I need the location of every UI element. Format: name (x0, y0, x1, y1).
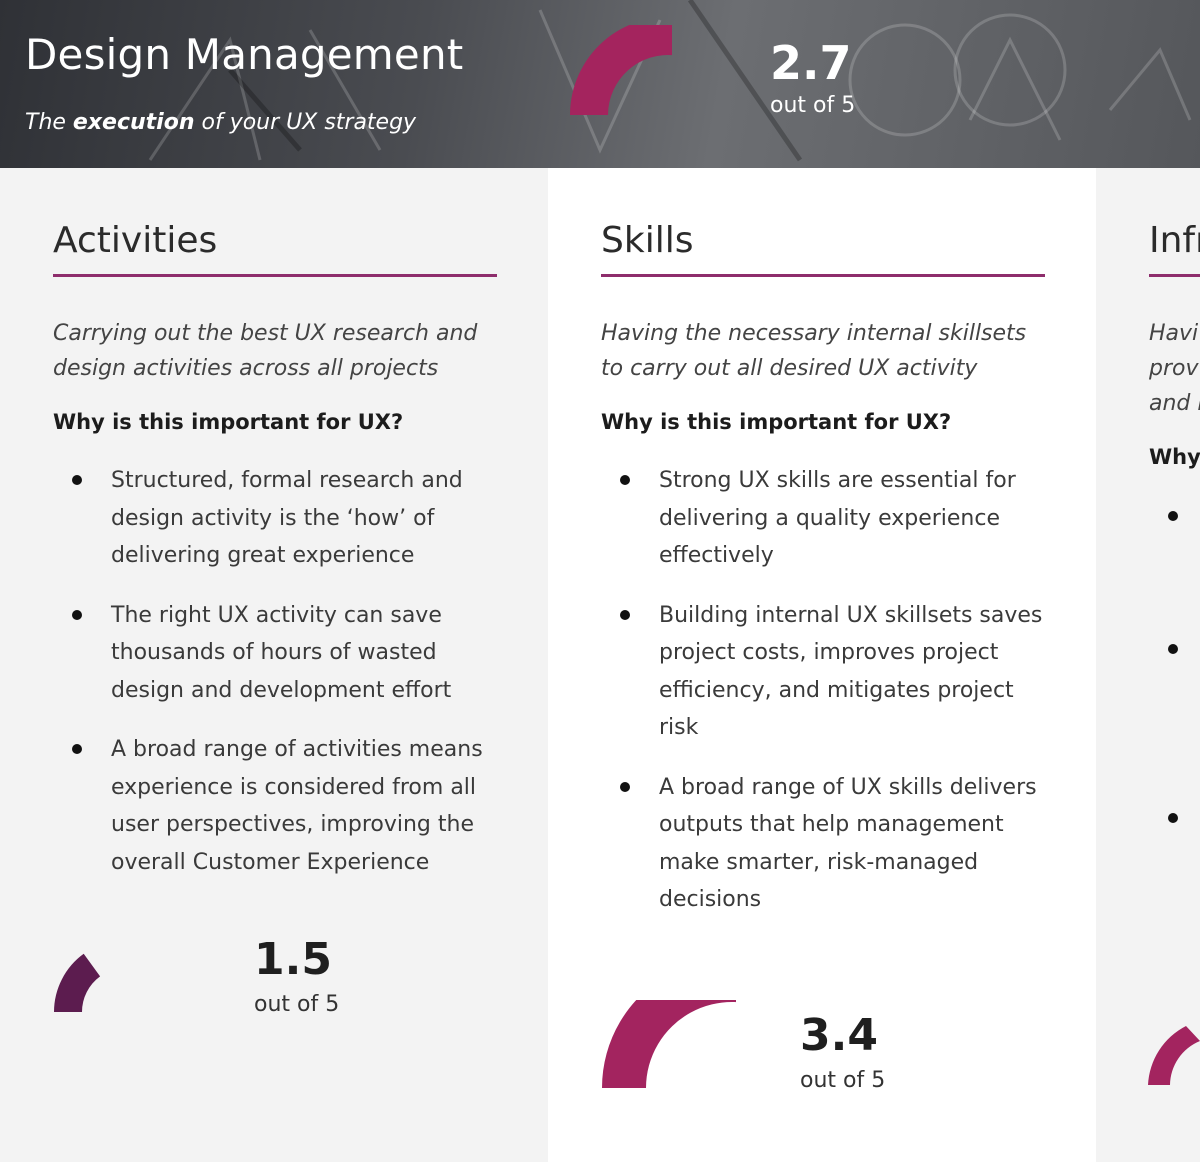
third-column-score-gauge-arc (1148, 1026, 1200, 1085)
list-item: Structured, formal research and design a… (53, 462, 498, 575)
list-item: A broad range of UX skills delivers outp… (601, 769, 1046, 919)
list-item: A broad range of activities means experi… (53, 731, 498, 881)
activities-description: Carrying out the best UX research and de… (53, 321, 478, 381)
page-title: Design Management (25, 30, 464, 79)
skills-why-heading: Why is this important for UX? (601, 410, 952, 434)
activities-title-underline (53, 274, 497, 277)
skills-score-gauge-arc (602, 1000, 736, 1088)
bullet-icon (620, 609, 630, 620)
skills-description: Having the necessary internal skillsets … (601, 321, 1027, 381)
overall-score-value: 2.7 (770, 36, 852, 90)
bullet-icon (1168, 511, 1178, 521)
skills-score-gauge (602, 1000, 736, 1088)
bullet-icon (1168, 813, 1178, 823)
activities-score-gauge (54, 953, 101, 1012)
third-column-why-heading: Why (1149, 445, 1200, 469)
skills-title-underline (601, 274, 1045, 277)
activities-why-heading: Why is this important for UX? (53, 410, 404, 434)
bullet-icon (72, 744, 82, 754)
skills-bullet-list: Strong UX skills are essential for deliv… (601, 462, 1046, 941)
bullet-icon (1168, 644, 1178, 654)
bullet-icon (620, 781, 630, 792)
activities-score-gauge-arc (54, 953, 101, 1012)
list-item: Building internal UX skillsets saves pro… (601, 597, 1046, 747)
third-column-title-underline (1149, 274, 1200, 277)
skills-score-value: 3.4 (800, 1010, 878, 1061)
bullet-icon (72, 475, 82, 485)
activities-title: Activities (53, 220, 218, 261)
skills-score-out-of: out of 5 (800, 1068, 886, 1093)
bullet-icon (620, 475, 630, 485)
activities-column: Activities Carrying out the best UX rese… (0, 168, 548, 1162)
bullet-icon (72, 609, 82, 620)
list-item: Strong UX skills are essential for deliv… (601, 462, 1046, 575)
overall-score-gauge-arc (570, 25, 672, 115)
activities-score-out-of: out of 5 (254, 992, 340, 1017)
third-column-partial: Infr Havi prov and i Why (1096, 168, 1200, 1162)
overall-score-out-of: out of 5 (770, 93, 856, 118)
page-subtitle: The execution of your UX strategy (25, 110, 417, 135)
overall-score-gauge (570, 25, 672, 115)
header-background-sketch (148, 0, 1192, 162)
skills-title: Skills (601, 220, 694, 261)
third-column-score-gauge (1148, 1026, 1200, 1085)
list-item: The right UX activity can save thousands… (53, 597, 498, 710)
activities-bullet-list: Structured, formal research and design a… (53, 462, 498, 903)
third-column-title: Infr (1149, 220, 1200, 261)
activities-score-value: 1.5 (254, 934, 332, 985)
third-column-description: Havi prov and i (1149, 321, 1200, 416)
page-header: Design Management The execution of your … (0, 0, 1200, 168)
skills-column: Skills Having the necessary internal ski… (548, 168, 1096, 1162)
